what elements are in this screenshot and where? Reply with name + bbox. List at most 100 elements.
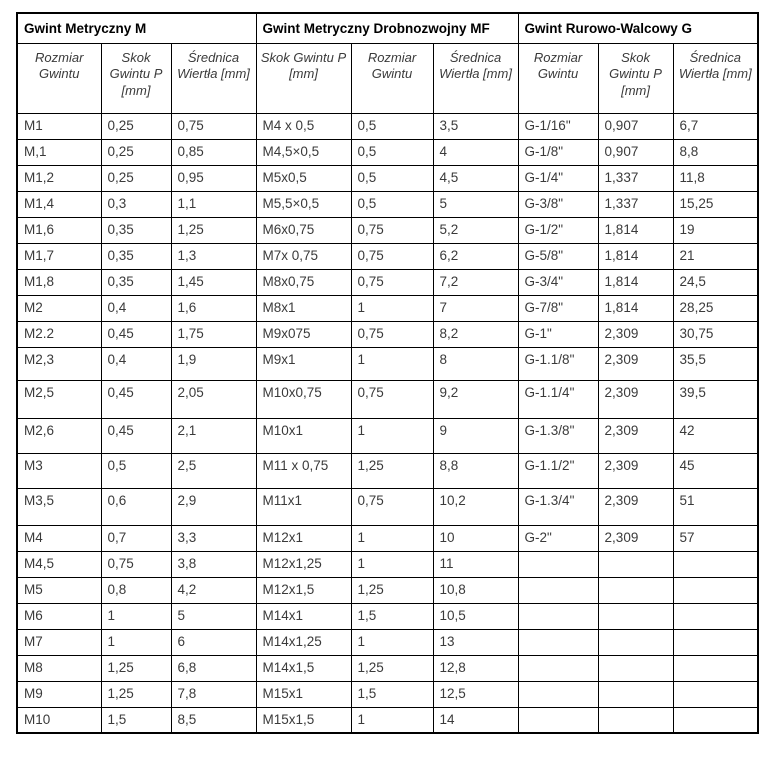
table-cell: 7 [432,294,519,322]
table-body: M1 0,25 0,75 M4 x 0,5 0,5 3,5 G-1/16" 0,907 6,7 M… [16,112,759,734]
table-cell: 0,6 [100,487,172,526]
table-cell: 0,45 [100,379,172,419]
table-cell: G-1.3/4" [517,487,599,526]
table-cell: 0,7 [100,524,172,552]
table-row: M1 0,25 0,75 M4 x 0,5 0,5 3,5 G-1/16" 0,907 6,7 [16,112,759,140]
table-row: M10 1,5 8,5 M15x1,5 1 14 [16,706,759,734]
table-cell [517,628,599,656]
table-cell: M4 x 0,5 [255,112,352,140]
table-cell: M3,5 [16,487,102,526]
table-cell: 5 [432,190,519,218]
col-header-m-drill: Średnica Wiertła [mm] [170,42,257,114]
table-cell: 1,25 [350,452,434,489]
table-cell: M15x1,5 [255,706,352,734]
thread-size-reference-page: Gwint Metryczny M Gwint Metryczny Drobno… [16,12,760,734]
table-row: M1,7 0,35 1,3 M7x 0,75 0,75 6,2 G-5/8" 1,814 21 [16,242,759,270]
table-cell: 6 [170,628,257,656]
table-cell: M11x1 [255,487,352,526]
col-header-g-drill: Średnica Wiertła [mm] [672,42,759,114]
table-cell: 12,8 [432,654,519,682]
table-cell: 45 [672,452,759,489]
thread-size-table: Gwint Metryczny M Gwint Metryczny Drobno… [16,12,760,734]
table-cell: 0,5 [350,138,434,166]
table-cell: M2.2 [16,320,102,348]
table-cell: M,1 [16,138,102,166]
table-cell: 1,814 [597,294,674,322]
table-cell: M14x1,5 [255,654,352,682]
table-cell: 0,5 [100,452,172,489]
table-cell: G-1/16" [517,112,599,140]
table-cell: 8,8 [672,138,759,166]
table-row: M1,8 0,35 1,45 M8x0,75 0,75 7,2 G-3/4" 1,814 24,… [16,268,759,296]
table-cell: 1,5 [350,602,434,630]
table-cell: 1,25 [170,216,257,244]
table-cell [597,654,674,682]
table-row: M7 1 6 M14x1,25 1 13 [16,628,759,656]
table-cell: M1,8 [16,268,102,296]
table-cell: M5x0,5 [255,164,352,192]
table-cell: M1,7 [16,242,102,270]
table-cell: 10 [432,524,519,552]
table-cell: 10,2 [432,487,519,526]
table-cell: 3,3 [170,524,257,552]
table-cell: 0,75 [350,320,434,348]
table-cell: 0,907 [597,112,674,140]
table-cell: M8x0,75 [255,268,352,296]
table-cell [597,576,674,604]
table-cell: 0,3 [100,190,172,218]
table-cell: G-1" [517,320,599,348]
table-cell: 35,5 [672,346,759,381]
table-cell: 1,814 [597,216,674,244]
table-cell: 0,75 [350,379,434,419]
table-row: M1,4 0,3 1,1 M5,5×0,5 0,5 5 G-3/8" 1,337 15,25 [16,190,759,218]
group-title-metric-fine-mf: Gwint Metryczny Drobnozwojny MF [255,12,519,44]
table-cell: 2,309 [597,487,674,526]
table-cell: 39,5 [672,379,759,419]
table-cell: M12x1,25 [255,550,352,578]
table-cell: M4,5×0,5 [255,138,352,166]
table-cell: 1 [350,628,434,656]
table-cell: 1,3 [170,242,257,270]
table-cell: M2,6 [16,417,102,454]
table-cell: 1,814 [597,268,674,296]
table-row: M1,2 0,25 0,95 M5x0,5 0,5 4,5 G-1/4" 1,337 11,8 [16,164,759,192]
table-row: M3,5 0,6 2,9 M11x1 0,75 10,2 G-1.3/4" 2,309 51 [16,487,759,526]
col-header-mf-pitch: Skok Gwintu P [mm] [255,42,352,114]
col-header-m-size: Rozmiar Gwintu [16,42,102,114]
table-cell [672,628,759,656]
table-cell: M5 [16,576,102,604]
table-cell: M1,6 [16,216,102,244]
table-cell [517,706,599,734]
table-cell: 6,2 [432,242,519,270]
table-cell: M14x1 [255,602,352,630]
table-cell: G-5/8" [517,242,599,270]
table-cell: M7x 0,75 [255,242,352,270]
table-cell: 51 [672,487,759,526]
table-cell: 2,309 [597,524,674,552]
table-cell: 4 [432,138,519,166]
table-cell: 10,5 [432,602,519,630]
table-cell: 2,309 [597,320,674,348]
table-row: M3 0,5 2,5 M11 x 0,75 1,25 8,8 G-1.1/2" 2,309 45 [16,452,759,489]
table-cell: 0,8 [100,576,172,604]
table-cell: 9 [432,417,519,454]
table-cell: 9,2 [432,379,519,419]
group-title-metric-m: Gwint Metryczny M [16,12,257,44]
table-cell: 11,8 [672,164,759,192]
table-cell: 0,75 [350,216,434,244]
table-cell: 8 [432,346,519,381]
table-cell: G-1.3/8" [517,417,599,454]
table-cell: G-3/8" [517,190,599,218]
table-cell: M11 x 0,75 [255,452,352,489]
table-cell [672,680,759,708]
table-cell: 1,1 [170,190,257,218]
table-cell: M10x0,75 [255,379,352,419]
table-cell: M8 [16,654,102,682]
table-cell: 14 [432,706,519,734]
table-cell: 3,5 [432,112,519,140]
table-cell: 1,45 [170,268,257,296]
table-cell: 13 [432,628,519,656]
table-row: M9 1,25 7,8 M15x1 1,5 12,5 [16,680,759,708]
table-row: M,1 0,25 0,85 M4,5×0,5 0,5 4 G-1/8" 0,907 8,8 [16,138,759,166]
table-cell: G-1.1/2" [517,452,599,489]
